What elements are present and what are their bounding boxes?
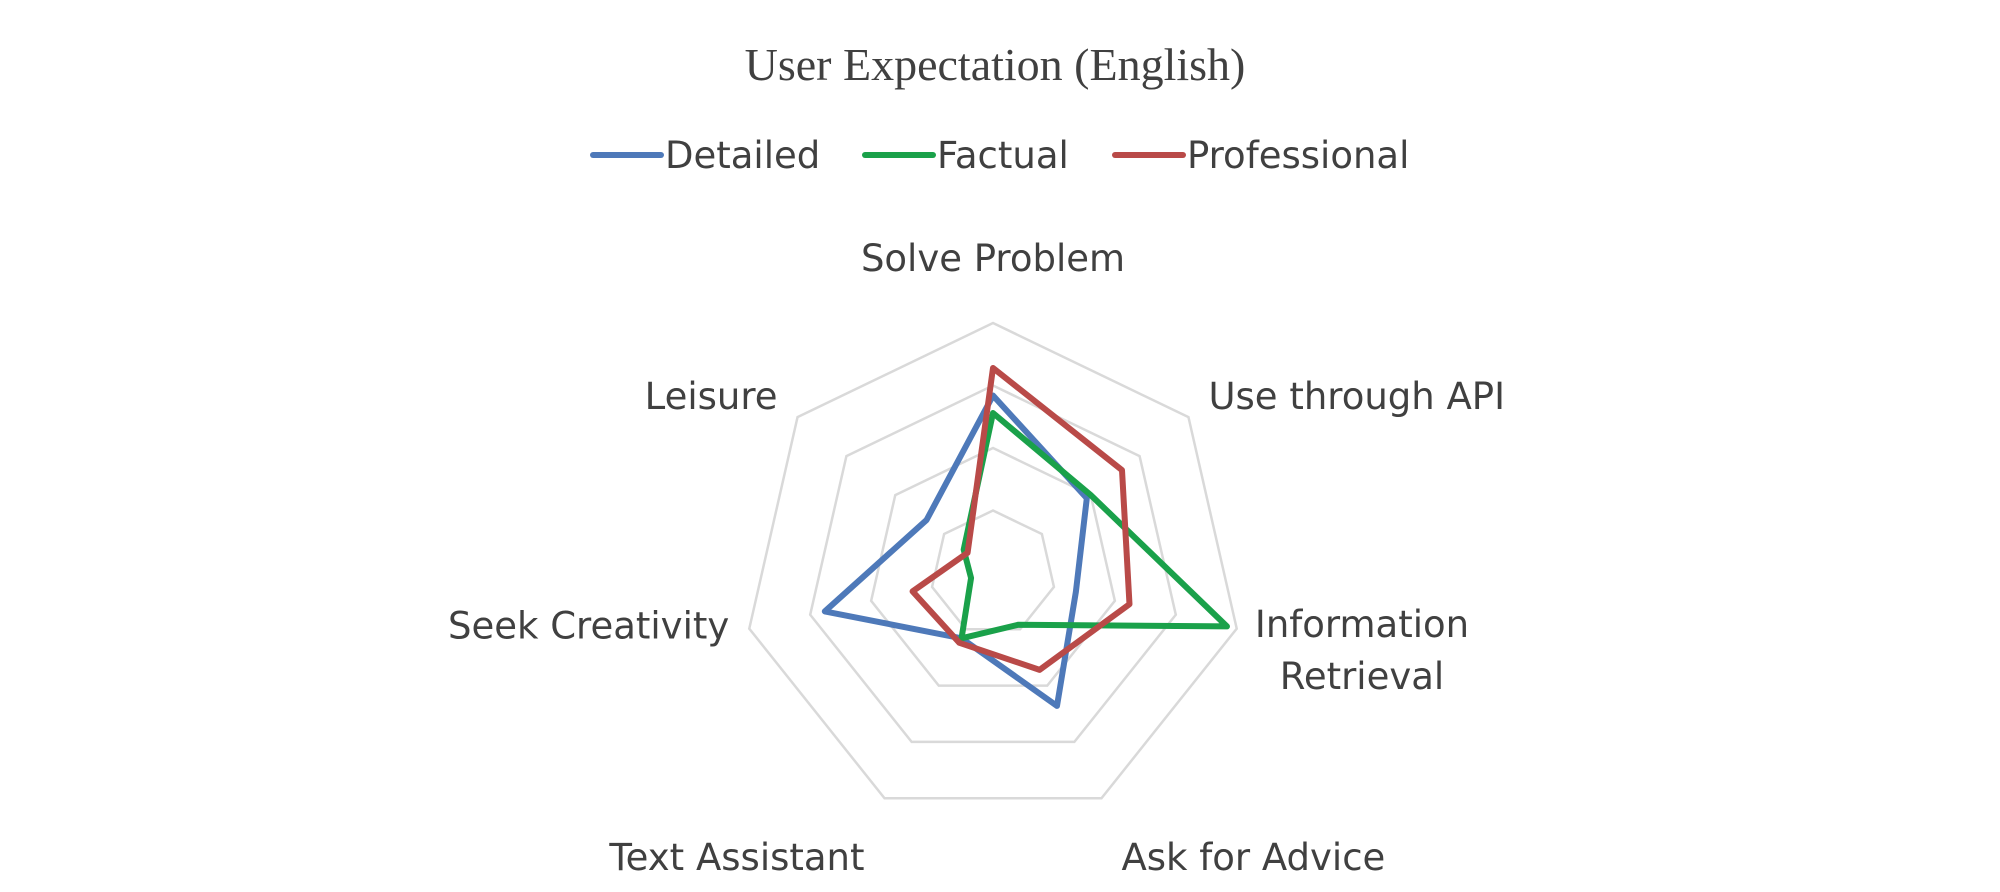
series-group (821, 365, 1230, 709)
category-label-1: Use through API (1208, 375, 1505, 418)
chart-title: User Expectation (English) (745, 39, 1246, 90)
grid-ring-1 (930, 509, 1056, 631)
legend-label-factual: Factual (937, 134, 1069, 177)
series-line-professional (909, 365, 1133, 673)
category-labels: Solve Problem Use through API Information R… (448, 237, 1505, 879)
grid-ring-4 (747, 321, 1239, 800)
category-label-4: Text Assistant (608, 836, 864, 879)
radar-grid (747, 321, 1239, 800)
legend: Detailed Factual Professional (590, 134, 1409, 177)
category-label-5: Seek Creativity (448, 605, 729, 648)
series-line-detailed (821, 392, 1090, 709)
legend-label-professional: Professional (1187, 134, 1409, 177)
category-label-2: Information Retrieval (1255, 603, 1469, 698)
grid-ring-2 (869, 446, 1117, 687)
legend-label-detailed: Detailed (665, 134, 820, 177)
category-label-0: Solve Problem (861, 237, 1125, 280)
grid-ring-3 (808, 384, 1178, 744)
category-label-6: Leisure (645, 375, 778, 418)
category-label-3: Ask for Advice (1121, 836, 1385, 879)
